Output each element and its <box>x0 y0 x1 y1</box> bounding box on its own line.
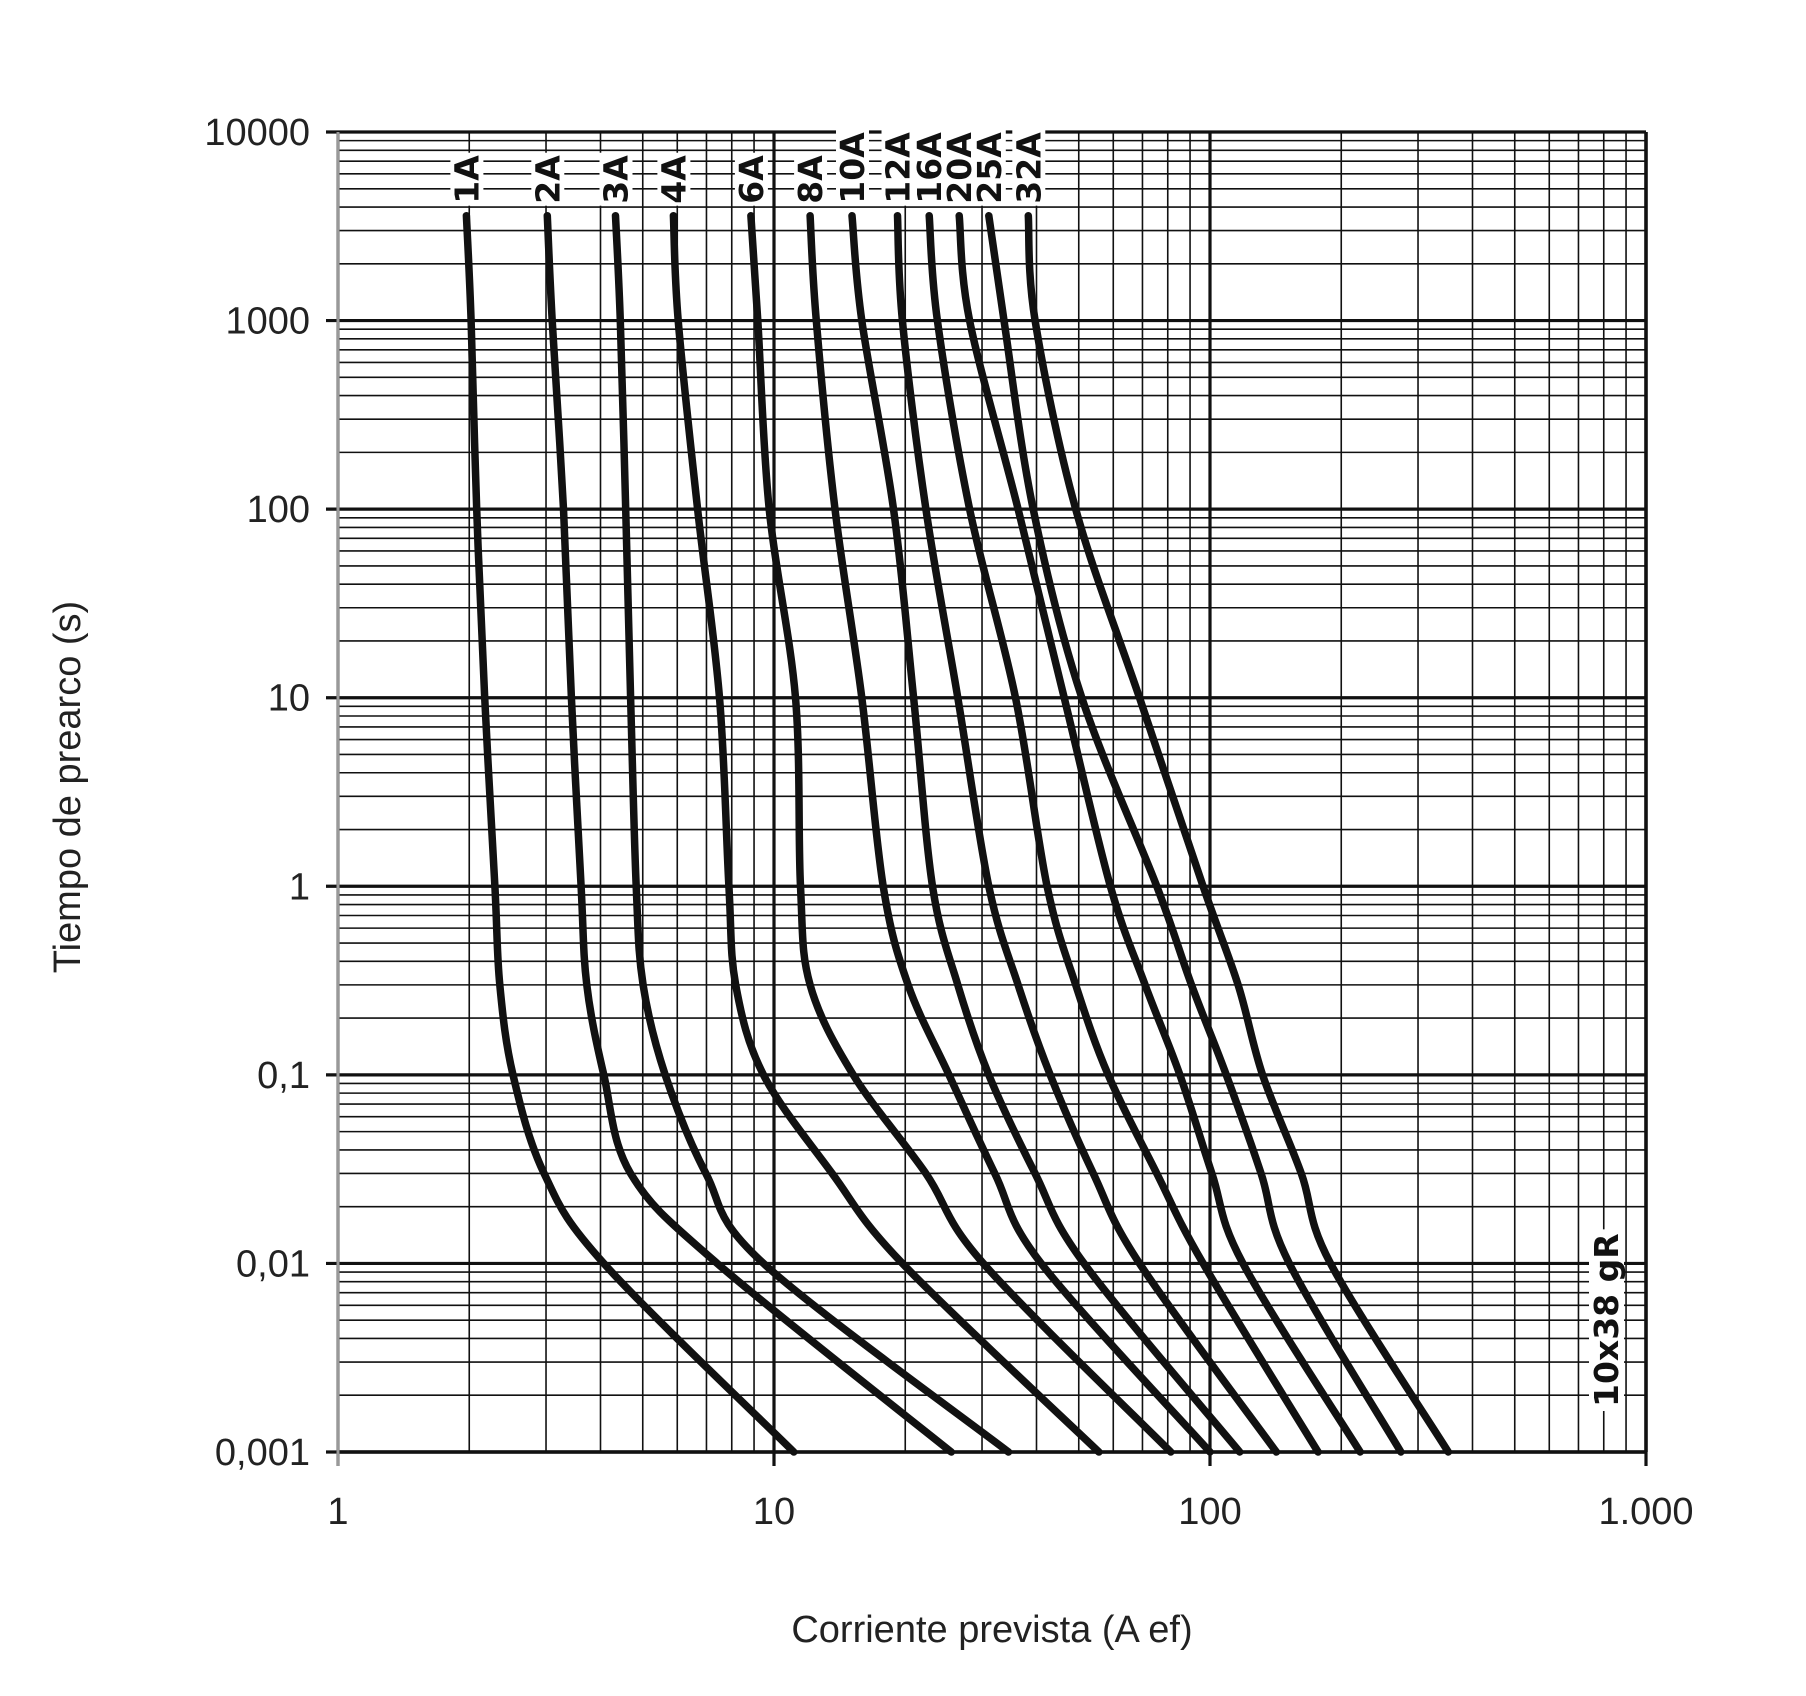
curve-label-group: 1A <box>447 152 486 206</box>
fuse-curve <box>848 211 1244 1456</box>
fuse-curve <box>985 211 1405 1456</box>
y-tick-label: 0,1 <box>257 1055 310 1097</box>
x-tick-label: 10 <box>753 1491 795 1533</box>
curve-label-group: 2A <box>528 152 567 206</box>
curve-label: 2A <box>528 155 567 204</box>
curve-label-bg <box>531 152 565 206</box>
curve-label-bg <box>734 152 768 206</box>
curve-label-bg <box>1012 129 1046 206</box>
curve-label-bg <box>943 129 977 206</box>
curve-label-group: 3A <box>597 152 636 206</box>
curve-label-group: 20A <box>940 129 979 206</box>
y-axis-title: Tiempo de prearco (s) <box>47 601 89 973</box>
curve-label-group: 12A <box>879 129 918 206</box>
fuse-curve <box>806 211 1214 1456</box>
y-tick-label: 100 <box>247 489 310 531</box>
curve-label: 20A <box>940 132 979 204</box>
curve-label-group: 16A <box>910 129 949 206</box>
y-tick-label: 10000 <box>204 112 310 154</box>
fuse-curve <box>543 211 956 1456</box>
curve-label-bg <box>657 152 691 206</box>
y-tick-label: 1000 <box>225 301 310 343</box>
curve-label-bg <box>836 129 869 206</box>
y-tick-label: 10 <box>268 678 310 720</box>
fuse-curve <box>611 211 1013 1456</box>
curve-label-bg <box>450 152 484 206</box>
y-tick-label: 0,01 <box>236 1243 310 1285</box>
curve-label-bg <box>794 152 828 206</box>
fuse-curve <box>1024 211 1453 1456</box>
curves <box>462 211 1453 1456</box>
curve-label: 25A <box>970 132 1009 204</box>
curve-label: 10A <box>833 132 872 204</box>
curve-label-group: 4A <box>654 152 693 206</box>
y-tick-label: 0,001 <box>215 1432 310 1474</box>
curve-label: 4A <box>654 155 693 204</box>
annotation: 10x38 gR <box>1587 1233 1626 1407</box>
annotation-bg <box>1589 1229 1624 1411</box>
curve-label-group: 25A <box>970 129 1009 206</box>
curve-label: 6A <box>732 155 771 204</box>
curve-label: 8A <box>791 155 830 204</box>
curve-label-group: 10A <box>833 129 872 206</box>
fuse-curve <box>925 211 1322 1456</box>
curve-label-bg <box>972 129 1006 206</box>
curve-label-group: 32A <box>1009 129 1048 206</box>
fuse-curve <box>462 211 798 1456</box>
curve-label-group: 8A <box>791 152 830 206</box>
x-tick-label: 1 <box>327 1491 348 1533</box>
fuse-curve <box>893 211 1281 1456</box>
curve-label-bg <box>599 152 633 206</box>
fuse-curve <box>955 211 1364 1456</box>
curve-label-bg <box>913 129 947 206</box>
x-axis-title: Corriente prevista (A ef) <box>791 1609 1192 1651</box>
curve-label: 32A <box>1009 132 1048 204</box>
fuse-curve <box>747 211 1175 1456</box>
curve-label: 16A <box>910 132 949 204</box>
x-tick-label: 100 <box>1178 1491 1241 1533</box>
y-tick-label: 1 <box>289 866 310 908</box>
fuse-curve <box>669 211 1103 1456</box>
curve-label: 1A <box>447 155 486 204</box>
curve-label: 12A <box>879 132 918 204</box>
curve-label-bg <box>881 129 915 206</box>
curve-label-group: 6A <box>732 152 771 206</box>
annotation-group: 10x38 gR <box>1587 1229 1626 1411</box>
x-tick-label: 1.000 <box>1598 1491 1693 1533</box>
curve-label: 3A <box>597 155 636 204</box>
